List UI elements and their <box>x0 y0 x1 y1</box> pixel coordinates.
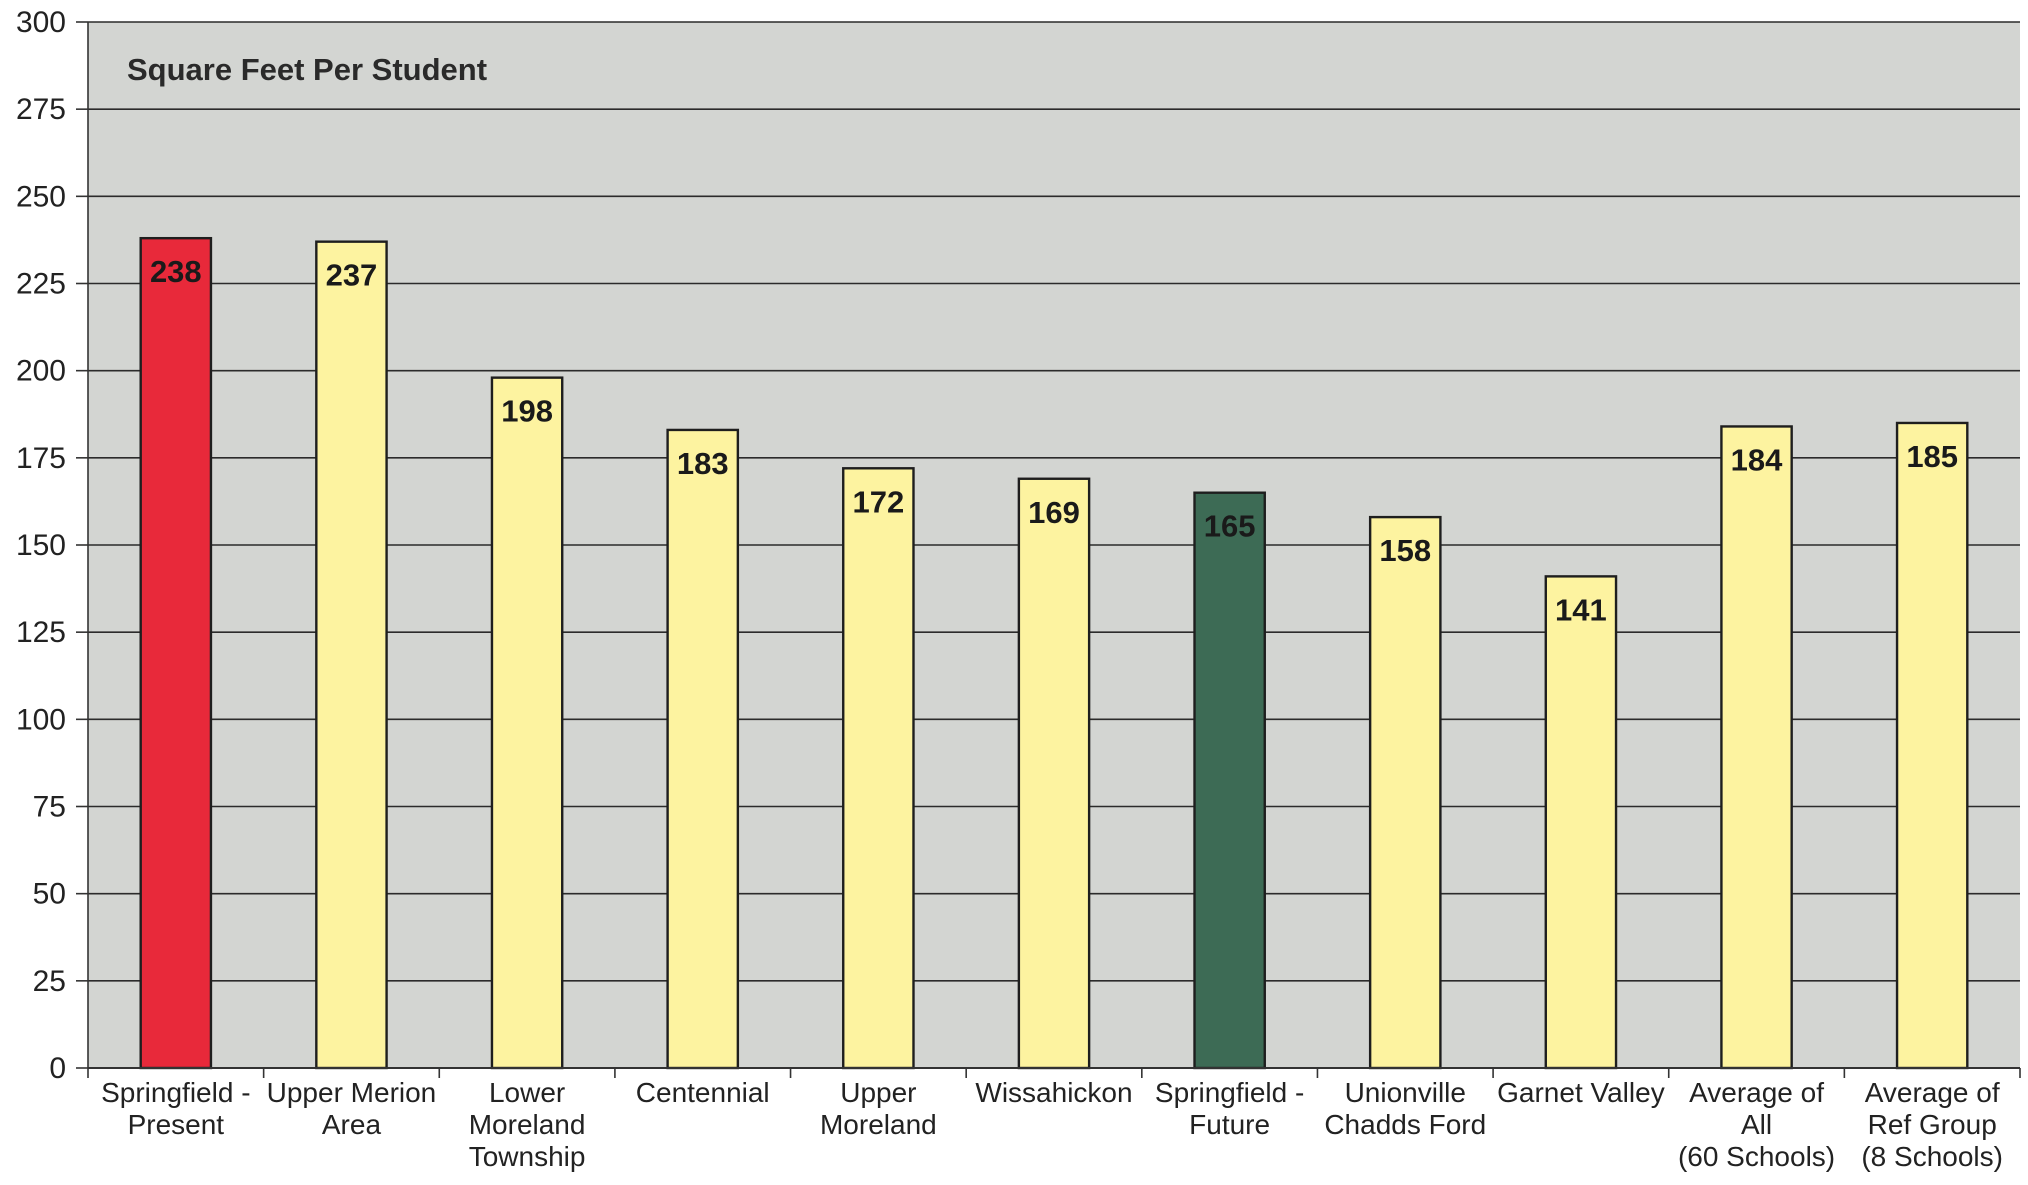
bar <box>1193 491 1266 1070</box>
y-tick-label: 150 <box>16 529 66 562</box>
x-tick-label: Centennial <box>636 1077 770 1108</box>
bar <box>1544 575 1618 1070</box>
bar <box>490 376 564 1070</box>
y-tick-label: 275 <box>16 93 66 126</box>
x-axis: Springfield -Present Upper Merion Area Lowe… <box>87 1067 2021 1172</box>
bar <box>1017 477 1091 1070</box>
data-label: 165 <box>1204 509 1256 544</box>
x-tick-label: Average of Ref Group (8 Schools) <box>1861 1077 2003 1172</box>
data-label: 172 <box>852 484 904 519</box>
bar <box>1368 515 1442 1070</box>
x-tick-label: Upper Moreland <box>820 1077 937 1140</box>
bar <box>1720 425 1793 1070</box>
x-tick-label: Average of All (60 Schools) <box>1678 1077 1835 1172</box>
data-label: 237 <box>326 258 378 293</box>
x-tick-label: Unionville Chadds Ford <box>1324 1077 1486 1140</box>
y-tick-label: 125 <box>16 616 66 649</box>
y-tick-label: 300 <box>16 6 66 39</box>
x-tick-label: Upper Merion Area <box>267 1077 437 1140</box>
y-axis: 0 25 50 75 100 125 150 175 200 225 250 275 300 <box>16 6 89 1085</box>
data-label: 183 <box>677 446 729 481</box>
bar <box>666 428 740 1070</box>
bar <box>842 467 915 1070</box>
bar <box>1895 421 1969 1070</box>
x-tick-label: Springfield -Present <box>101 1077 250 1140</box>
bar <box>139 236 213 1070</box>
y-tick-label: 250 <box>16 180 66 213</box>
y-tick-label: 225 <box>16 268 66 301</box>
x-tick-label: Wissahickon <box>975 1077 1132 1108</box>
y-tick-label: 100 <box>16 703 66 736</box>
data-label: 141 <box>1555 592 1607 627</box>
data-label: 184 <box>1731 442 1783 477</box>
y-tick-label: 50 <box>33 878 66 911</box>
bars: 238 237 198 183 172 169 165 158 141 184 185 <box>139 236 1969 1070</box>
bar <box>315 240 388 1070</box>
y-tick-label: 0 <box>49 1052 66 1085</box>
data-label: 198 <box>501 394 553 429</box>
y-tick-label: 25 <box>33 965 66 998</box>
data-label: 238 <box>150 254 202 289</box>
y-tick-label: 75 <box>33 791 66 824</box>
x-tick-label: Springfield -Future <box>1155 1077 1304 1140</box>
data-label: 185 <box>1906 439 1958 474</box>
data-label: 169 <box>1028 495 1080 530</box>
chart-title: Square Feet Per Student <box>127 52 487 87</box>
data-label: 158 <box>1379 533 1431 568</box>
y-tick-label: 175 <box>16 442 66 475</box>
y-tick-label: 200 <box>16 355 66 388</box>
x-tick-label: Garnet Valley <box>1497 1077 1665 1108</box>
x-tick-label: Lower Moreland Township <box>469 1077 586 1172</box>
